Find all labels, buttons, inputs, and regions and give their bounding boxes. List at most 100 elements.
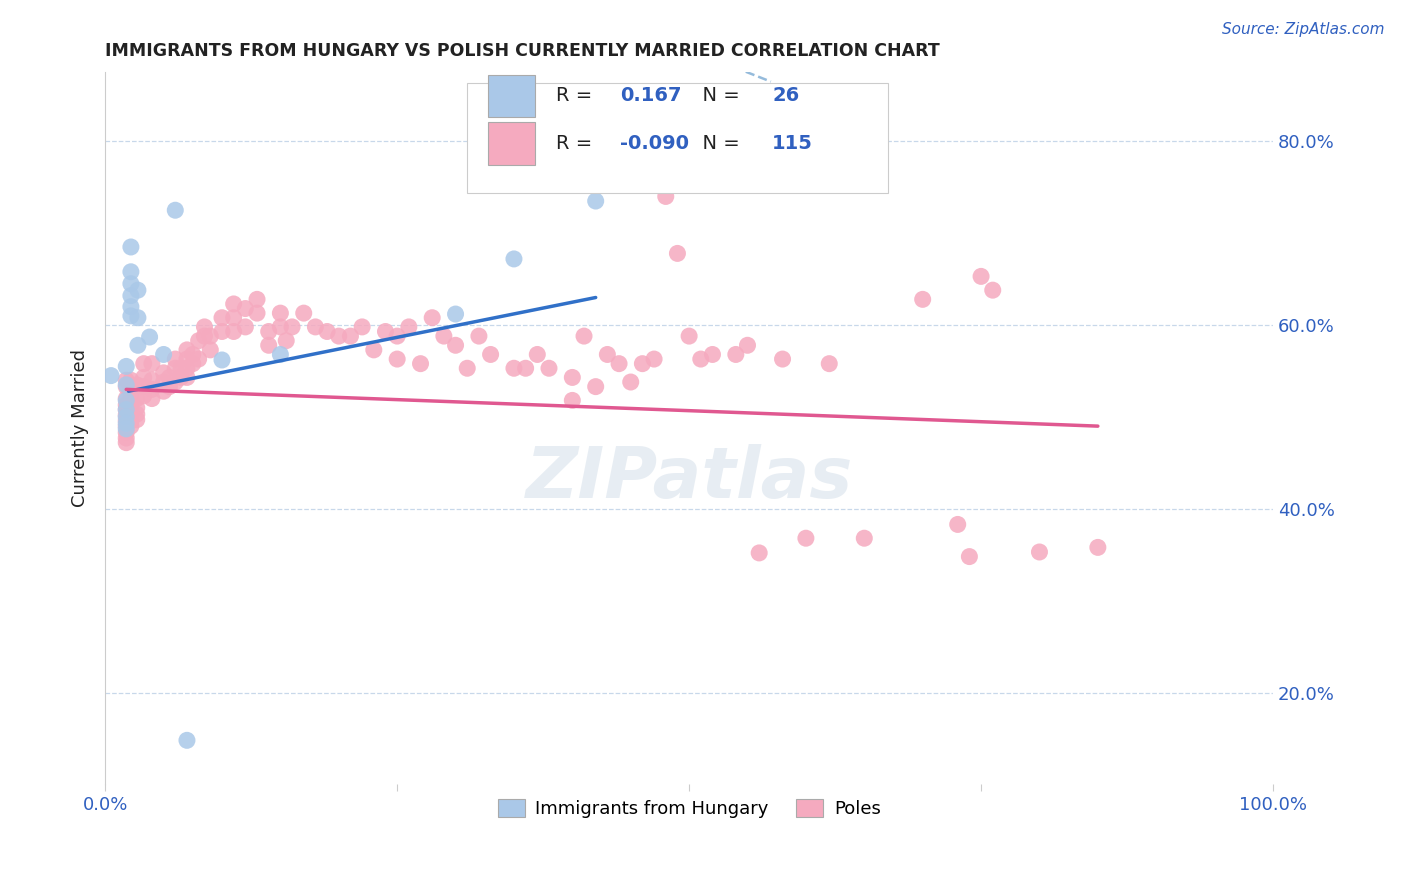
Point (246, 293, 269, 307)
Point (561, 370, 583, 384)
Point (572, 329, 595, 343)
Point (200, 343, 222, 357)
Point (115, 417, 138, 431)
Point (187, 352, 209, 367)
Point (141, 392, 163, 406)
Point (702, 347, 724, 361)
Point (211, 310, 233, 325)
Point (304, 319, 326, 334)
Point (187, 334, 209, 348)
Point (678, 329, 700, 343)
Point (316, 325, 339, 339)
Point (132, 370, 155, 384)
Point (257, 338, 280, 352)
Point (235, 301, 257, 316)
Point (409, 357, 432, 371)
Point (120, 288, 142, 302)
Point (120, 277, 142, 291)
Point (444, 338, 467, 352)
Point (352, 319, 374, 334)
Legend: Immigrants from Hungary, Poles: Immigrants from Hungary, Poles (491, 791, 889, 825)
Point (170, 361, 193, 376)
Point (165, 375, 187, 389)
Point (115, 393, 138, 408)
Text: -0.090: -0.090 (620, 134, 689, 153)
Point (115, 425, 138, 440)
Point (193, 319, 215, 334)
Point (503, 361, 526, 376)
Point (132, 389, 155, 403)
Point (127, 338, 149, 352)
Point (152, 375, 174, 389)
Point (115, 359, 138, 374)
Point (152, 384, 174, 399)
Point (100, 368, 122, 383)
Point (120, 265, 142, 279)
Point (120, 398, 142, 412)
Point (269, 306, 291, 320)
Point (970, 269, 993, 284)
Point (115, 398, 138, 412)
Point (269, 319, 291, 334)
Point (269, 347, 291, 361)
Point (655, 189, 678, 203)
Point (115, 414, 138, 428)
Point (193, 329, 215, 343)
Point (292, 306, 315, 320)
Bar (488, 122, 534, 165)
Point (127, 310, 149, 325)
Point (132, 379, 155, 393)
Point (152, 366, 174, 380)
Point (235, 319, 257, 334)
Point (141, 373, 163, 387)
Point (433, 329, 456, 343)
Point (222, 310, 245, 325)
Point (120, 240, 142, 254)
Point (120, 419, 142, 434)
Point (141, 383, 163, 397)
Point (257, 325, 280, 339)
Point (141, 357, 163, 371)
Point (115, 409, 138, 424)
Point (737, 338, 759, 352)
Point (607, 357, 630, 371)
Point (724, 347, 747, 361)
Text: R =: R = (555, 87, 599, 105)
Point (120, 384, 142, 399)
Point (115, 377, 138, 392)
Point (585, 194, 607, 208)
Point (115, 402, 138, 417)
Point (456, 361, 478, 376)
Point (125, 413, 148, 427)
Point (631, 357, 654, 371)
Point (794, 531, 817, 545)
Text: R =: R = (555, 134, 599, 153)
Point (127, 283, 149, 297)
Point (222, 297, 245, 311)
Point (181, 357, 204, 371)
Point (561, 393, 583, 408)
Point (503, 252, 526, 266)
Point (596, 347, 619, 361)
Point (170, 370, 193, 384)
Point (120, 402, 142, 417)
Point (222, 325, 245, 339)
Point (159, 379, 181, 393)
Point (246, 306, 269, 320)
Point (200, 329, 222, 343)
Text: Source: ZipAtlas.com: Source: ZipAtlas.com (1222, 22, 1385, 37)
Point (159, 370, 181, 384)
Point (138, 330, 160, 344)
Y-axis label: Currently Married: Currently Married (72, 350, 89, 508)
Point (120, 300, 142, 314)
Point (420, 310, 443, 325)
Point (176, 343, 198, 357)
Point (363, 343, 385, 357)
Point (120, 408, 142, 422)
Point (115, 373, 138, 387)
Point (515, 361, 537, 376)
Point (120, 392, 142, 406)
Text: 115: 115 (772, 134, 813, 153)
Point (115, 431, 138, 445)
Point (125, 392, 148, 406)
